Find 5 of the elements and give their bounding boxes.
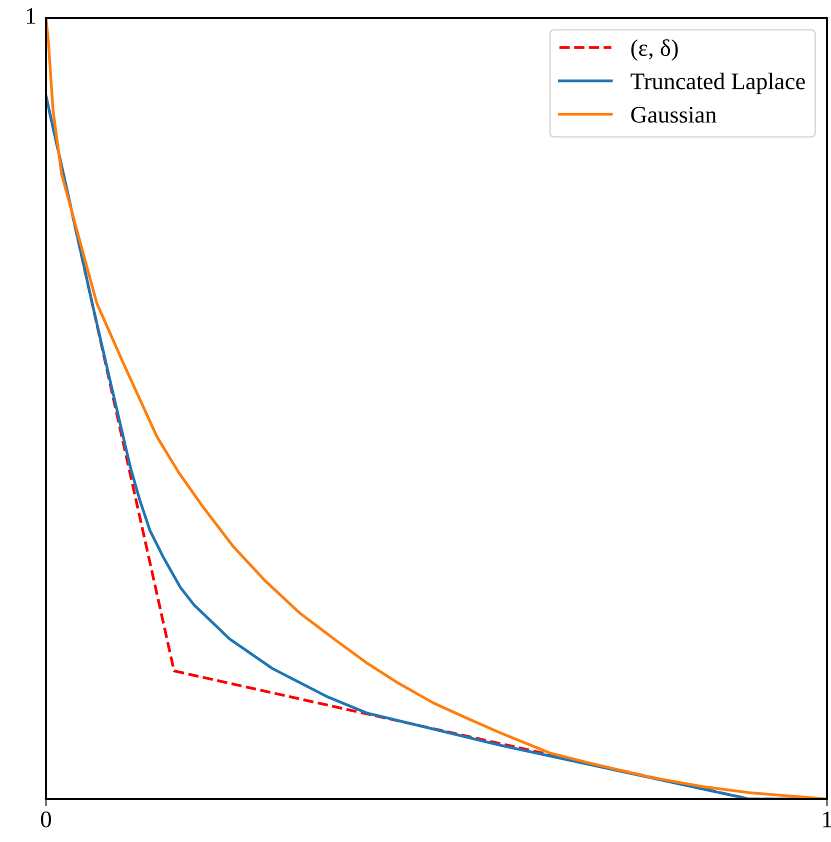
- legend-label: (ε, δ): [631, 39, 678, 61]
- legend-label: Gaussian: [631, 106, 716, 123]
- legend-label: Truncated Laplace: [630, 72, 805, 94]
- x-tick-label: 0: [40, 811, 52, 828]
- text: 1: [26, 8, 36, 24]
